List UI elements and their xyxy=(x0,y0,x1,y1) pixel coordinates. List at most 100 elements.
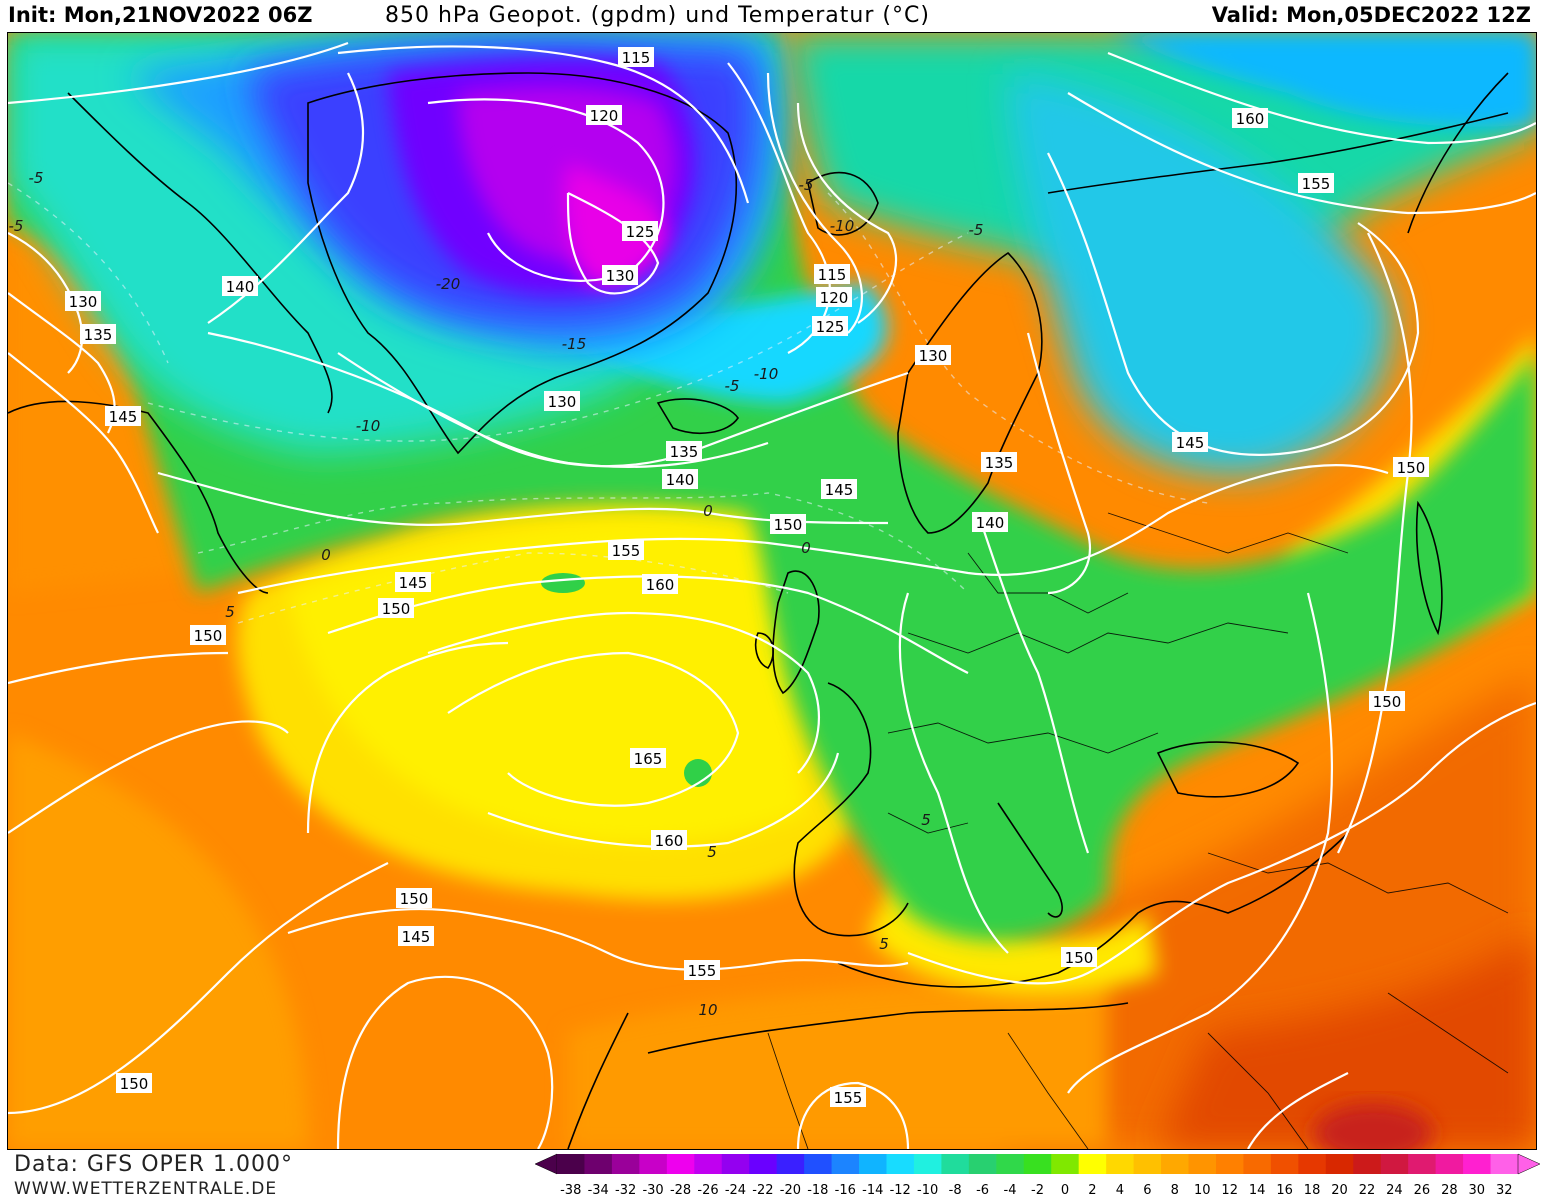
temp-label: -5 xyxy=(725,377,740,395)
colorbar-swatch xyxy=(1051,1154,1080,1174)
colorbar-tick-label: -8 xyxy=(949,1183,962,1198)
colorbar-swatch xyxy=(1188,1154,1217,1174)
colorbar-tick-label: -26 xyxy=(697,1183,718,1198)
colorbar-swatch xyxy=(996,1154,1025,1174)
colorbar-tick-label: -6 xyxy=(976,1183,989,1198)
init-time: Init: Mon,21NOV2022 06Z xyxy=(8,3,313,27)
colorbar-swatch xyxy=(1243,1154,1272,1174)
svg-text:130: 130 xyxy=(606,267,635,285)
geopot-label: 145 xyxy=(1172,432,1208,452)
geopot-label: 160 xyxy=(651,830,687,850)
svg-text:140: 140 xyxy=(976,514,1005,532)
geopot-label: 125 xyxy=(812,316,848,336)
svg-text:165: 165 xyxy=(634,750,663,768)
temp-label: -10 xyxy=(754,365,779,383)
colorbar-swatch xyxy=(1325,1154,1354,1174)
svg-text:130: 130 xyxy=(919,347,948,365)
colorbar-swatch xyxy=(968,1154,997,1174)
svg-text:125: 125 xyxy=(816,318,845,336)
svg-text:160: 160 xyxy=(655,832,684,850)
colorbar-tick-label: 0 xyxy=(1061,1183,1069,1198)
colorbar-swatch xyxy=(859,1154,887,1174)
colorbar-swatch xyxy=(1133,1154,1162,1174)
geopot-label: 165 xyxy=(630,748,666,768)
website-text: WWW.WETTERZENTRALE.DE xyxy=(14,1179,278,1199)
colorbar-swatch xyxy=(886,1154,915,1174)
temp-label: -10 xyxy=(356,417,381,435)
svg-text:155: 155 xyxy=(1302,175,1331,193)
svg-text:130: 130 xyxy=(69,293,98,311)
colorbar-tick-label: 4 xyxy=(1116,1183,1124,1198)
svg-text:115: 115 xyxy=(622,49,651,67)
country-borders xyxy=(767,512,1509,1149)
weather-map: 115 120 125 130 115 120 125 160 155 140 … xyxy=(7,32,1537,1150)
svg-text:145: 145 xyxy=(402,928,431,946)
geopotential-contours xyxy=(8,41,1536,1149)
svg-text:120: 120 xyxy=(590,107,619,125)
svg-text:150: 150 xyxy=(382,600,411,618)
geopot-label: 150 xyxy=(190,625,226,645)
temp-label: -15 xyxy=(562,335,587,353)
temp-label: 5 xyxy=(921,811,931,829)
temp-label: -5 xyxy=(9,217,24,235)
geopot-label: 155 xyxy=(1298,173,1334,193)
geopot-label: 130 xyxy=(602,265,638,285)
geopot-label: 145 xyxy=(395,572,431,592)
svg-text:150: 150 xyxy=(774,516,803,534)
colorbar-swatch xyxy=(1215,1154,1244,1174)
colorbar-swatch xyxy=(639,1154,668,1174)
coastlines xyxy=(8,72,1509,1149)
svg-text:140: 140 xyxy=(666,471,695,489)
colorbar-tick-label: -28 xyxy=(670,1183,691,1198)
temp-label: -20 xyxy=(436,275,461,293)
geopot-label: 155 xyxy=(830,1087,866,1107)
temp-label: -10 xyxy=(830,217,855,235)
colorbar-tick-label: -24 xyxy=(725,1183,746,1198)
svg-text:140: 140 xyxy=(226,278,255,296)
geopot-label: 150 xyxy=(1393,457,1429,477)
colorbar-arrow-max xyxy=(1517,1153,1541,1175)
map-title: 850 hPa Geopot. (gpdm) und Temperatur (°… xyxy=(385,3,930,28)
svg-text:150: 150 xyxy=(1065,949,1094,967)
colorbar-swatch xyxy=(1270,1154,1299,1174)
svg-text:145: 145 xyxy=(399,574,428,592)
colorbar-swatch xyxy=(1161,1154,1190,1174)
colorbar-tick-label: 20 xyxy=(1331,1183,1348,1198)
geopot-label: 150 xyxy=(770,514,806,534)
temp-label: -5 xyxy=(969,221,984,239)
geopot-label: 155 xyxy=(608,540,644,560)
geopot-label: 120 xyxy=(816,287,852,307)
colorbar-swatch xyxy=(831,1154,860,1174)
svg-text:160: 160 xyxy=(646,576,675,594)
svg-text:145: 145 xyxy=(1176,434,1205,452)
temp-label: 0 xyxy=(321,546,331,564)
colorbar-tick-label: -20 xyxy=(780,1183,801,1198)
geopot-label: 140 xyxy=(972,512,1008,532)
svg-text:155: 155 xyxy=(688,962,717,980)
geopot-label: 140 xyxy=(222,276,258,296)
geopot-label: 130 xyxy=(915,345,951,365)
colorbar-swatch xyxy=(1023,1154,1052,1174)
geopot-label: 145 xyxy=(821,479,857,499)
geopot-label: 150 xyxy=(116,1073,152,1093)
svg-text:145: 145 xyxy=(109,408,138,426)
temperature-colorbar: -38 -34 -32 -30 -28 -26 -24 -22 -20 -18 -16 -14 -12-… xyxy=(534,1152,1541,1200)
temp-label: 5 xyxy=(225,603,235,621)
colorbar-tick-label: -34 xyxy=(588,1183,609,1198)
temp-label: 0 xyxy=(703,502,713,520)
colorbar-tick-label: 24 xyxy=(1386,1183,1403,1198)
colorbar-tick-label: 28 xyxy=(1441,1183,1458,1198)
svg-text:150: 150 xyxy=(194,627,223,645)
geopot-label: 155 xyxy=(684,960,720,980)
geopot-label: 160 xyxy=(1232,108,1268,128)
svg-text:120: 120 xyxy=(820,289,849,307)
colorbar-tick-label: 32 xyxy=(1496,1183,1513,1198)
colorbar-swatch xyxy=(1435,1154,1464,1174)
colorbar-tick-label: 16 xyxy=(1276,1183,1293,1198)
temp-label: 10 xyxy=(698,1001,717,1019)
temperature-field xyxy=(8,33,1536,1149)
geopot-label: 150 xyxy=(1369,691,1405,711)
colorbar-swatch xyxy=(721,1154,750,1174)
geopot-label: 135 xyxy=(80,324,116,344)
colorbar-swatch xyxy=(1298,1154,1327,1174)
